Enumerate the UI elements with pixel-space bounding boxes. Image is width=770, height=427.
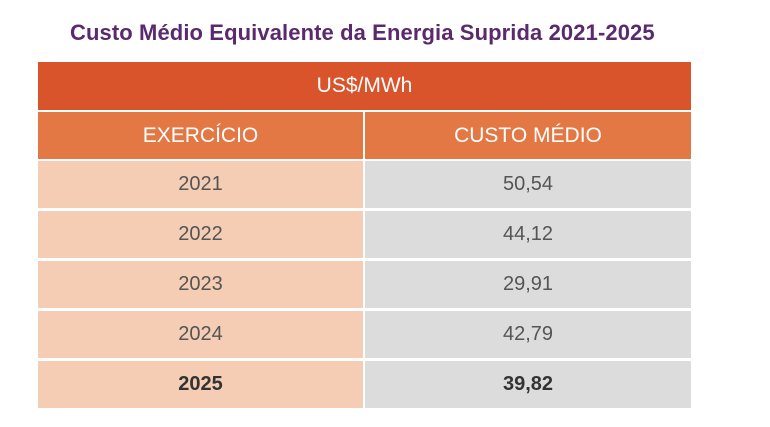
cost-cell: 44,12 (365, 211, 691, 258)
column-header-year: EXERCÍCIO (38, 112, 363, 159)
unit-header: US$/MWh (38, 62, 691, 110)
column-header-row: EXERCÍCIO CUSTO MÉDIO (38, 112, 691, 159)
table-row: 2022 44,12 (38, 211, 691, 258)
cost-cell: 50,54 (365, 161, 691, 208)
cost-cell: 29,91 (365, 261, 691, 308)
table-row: 2021 50,54 (38, 161, 691, 208)
year-cell: 2022 (38, 211, 363, 258)
cost-cell: 42,79 (365, 311, 691, 358)
table-row: 2023 29,91 (38, 261, 691, 308)
cost-table: US$/MWh EXERCÍCIO CUSTO MÉDIO 2021 50,54… (38, 62, 691, 408)
year-cell: 2024 (38, 311, 363, 358)
year-cell: 2021 (38, 161, 363, 208)
column-header-cost: CUSTO MÉDIO (365, 112, 691, 159)
table-row-highlight: 2025 39,82 (38, 361, 691, 408)
cost-cell: 39,82 (365, 361, 691, 408)
table-title: Custo Médio Equivalente da Energia Supri… (70, 20, 655, 45)
year-cell: 2023 (38, 261, 363, 308)
year-cell: 2025 (38, 361, 363, 408)
table-row: 2024 42,79 (38, 311, 691, 358)
